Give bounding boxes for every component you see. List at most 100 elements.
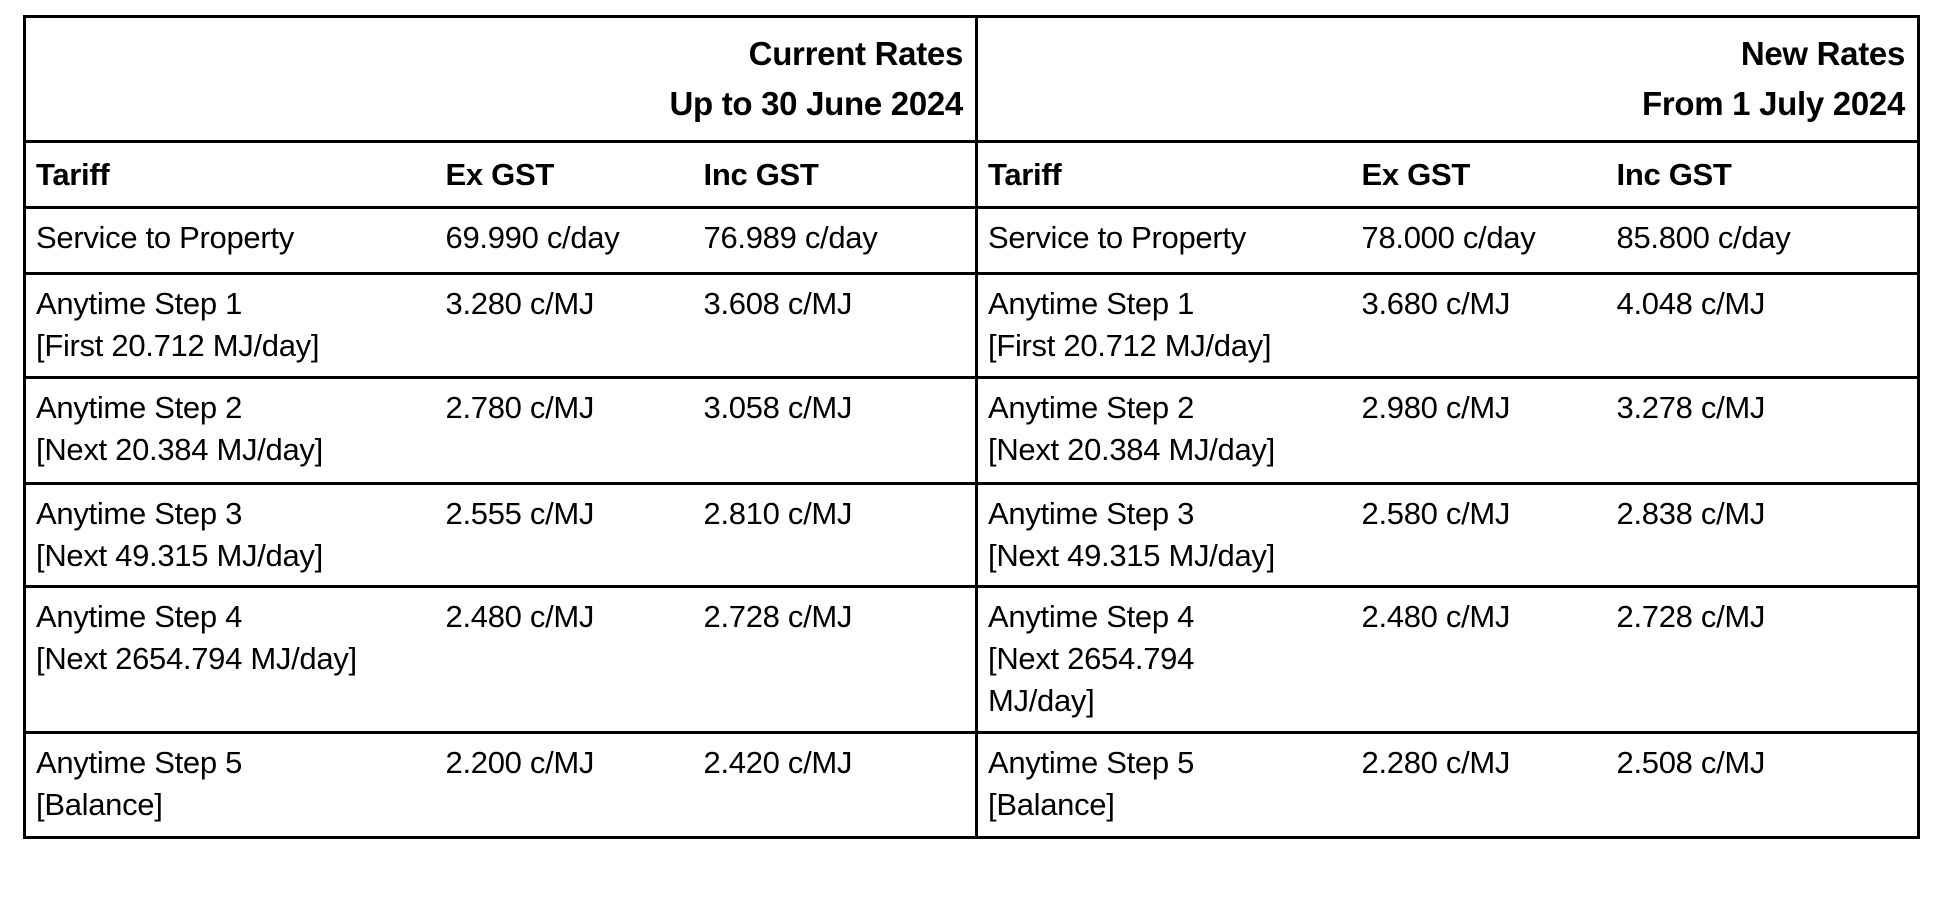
ex-gst-value: 78.000 c/day bbox=[1351, 206, 1607, 275]
tariff-cell: Anytime Step 3 [Next 49.315 MJ/day] bbox=[24, 482, 436, 588]
ex-gst-value: 3.280 c/MJ bbox=[435, 272, 694, 379]
tariff-detail: [Next 49.315 MJ/day] bbox=[36, 538, 323, 573]
table-row-anytime-step-1: Anytime Step 1 [First 20.712 MJ/day] 3.2… bbox=[24, 272, 1919, 379]
tariff-detail: [Balance] bbox=[36, 787, 163, 822]
tariff-name: Anytime Step 3 bbox=[36, 496, 243, 531]
rate-value: 69.990 c/day bbox=[445, 220, 620, 255]
inc-gst-value: 85.800 c/day bbox=[1606, 206, 1919, 275]
tariff-detail: [Next 2654.794 MJ/day] bbox=[36, 641, 357, 676]
column-header-row: Tariff Ex GST Inc GST Tariff Ex GST Inc … bbox=[24, 140, 1919, 209]
tariff-detail: [First 20.712 MJ/day] bbox=[988, 328, 1272, 363]
rate-value: 3.608 c/MJ bbox=[703, 286, 853, 321]
left-tariff-column-header: Tariff bbox=[24, 140, 436, 209]
inc-gst-value: 2.420 c/MJ bbox=[693, 731, 977, 839]
tariff-cell: Anytime Step 1 [First 20.712 MJ/day] bbox=[24, 272, 436, 379]
table-row-anytime-step-2: Anytime Step 2 [Next 20.384 MJ/day] 2.78… bbox=[24, 376, 1919, 485]
tariff-detail: [Next 20.384 MJ/day] bbox=[988, 432, 1275, 467]
tariff-cell: Anytime Step 2 [Next 20.384 MJ/day] bbox=[24, 376, 436, 485]
rate-value: 2.728 c/MJ bbox=[1616, 599, 1766, 634]
rate-value: 2.580 c/MJ bbox=[1361, 496, 1511, 531]
inc-gst-value: 2.508 c/MJ bbox=[1606, 731, 1919, 839]
tariff-cell: Anytime Step 4 [Next 2654.794 MJ/day] bbox=[24, 585, 436, 734]
tariff-cell: Anytime Step 4 [Next 2654.794 MJ/day] bbox=[975, 585, 1352, 734]
rate-value: 2.480 c/MJ bbox=[1361, 599, 1511, 634]
tariff-name: Anytime Step 5 bbox=[36, 745, 243, 780]
ex-gst-value: 2.280 c/MJ bbox=[1351, 731, 1607, 839]
ex-gst-value: 2.200 c/MJ bbox=[435, 731, 694, 839]
rate-value: 2.280 c/MJ bbox=[1361, 745, 1511, 780]
right-ex-gst-column-header: Ex GST bbox=[1351, 140, 1607, 209]
table-row-anytime-step-5: Anytime Step 5 [Balance] 2.200 c/MJ 2.42… bbox=[24, 731, 1919, 839]
rate-value: 78.000 c/day bbox=[1361, 220, 1536, 255]
rate-value: 76.989 c/day bbox=[703, 220, 878, 255]
period-header-row: Current Rates Up to 30 June 2024 New Rat… bbox=[24, 15, 1919, 143]
rate-value: 3.680 c/MJ bbox=[1361, 286, 1511, 321]
tariff-name: Anytime Step 5 bbox=[988, 745, 1195, 780]
tariff-detail: [Next 20.384 MJ/day] bbox=[36, 432, 323, 467]
tariff-detail: [First 20.712 MJ/day] bbox=[36, 328, 320, 363]
tariff-name: Anytime Step 1 bbox=[988, 286, 1195, 321]
ex-gst-value: 69.990 c/day bbox=[435, 206, 694, 275]
tariff-name: Anytime Step 3 bbox=[988, 496, 1195, 531]
rate-value: 2.728 c/MJ bbox=[703, 599, 853, 634]
rate-value: 2.838 c/MJ bbox=[1616, 496, 1766, 531]
ex-gst-value: 2.980 c/MJ bbox=[1351, 376, 1607, 485]
ex-gst-value: 2.580 c/MJ bbox=[1351, 482, 1607, 588]
tariff-name: Anytime Step 2 bbox=[36, 390, 243, 425]
ex-gst-value: 2.480 c/MJ bbox=[1351, 585, 1607, 734]
ex-gst-value: 3.680 c/MJ bbox=[1351, 272, 1607, 379]
rate-value: 3.278 c/MJ bbox=[1616, 390, 1766, 425]
current-rates-title: Current Rates bbox=[748, 35, 964, 72]
current-rates-header: Current Rates Up to 30 June 2024 bbox=[24, 15, 977, 143]
new-rates-header: New Rates From 1 July 2024 bbox=[974, 15, 1919, 143]
tariff-detail: [Next 49.315 MJ/day] bbox=[988, 538, 1275, 573]
tariff-name: Service to Property bbox=[36, 220, 294, 255]
gas-tariff-rates-table: Current Rates Up to 30 June 2024 New Rat… bbox=[23, 15, 1921, 839]
new-rates-period: From 1 July 2024 bbox=[1642, 85, 1906, 122]
inc-gst-value: 3.278 c/MJ bbox=[1606, 376, 1919, 485]
tariff-cell: Service to Property bbox=[975, 206, 1352, 275]
inc-gst-value: 3.058 c/MJ bbox=[693, 376, 977, 485]
rate-value: 2.480 c/MJ bbox=[445, 599, 595, 634]
inc-gst-value: 3.608 c/MJ bbox=[693, 272, 977, 379]
tariff-cell: Anytime Step 1 [First 20.712 MJ/day] bbox=[975, 272, 1352, 379]
table-row-service-to-property: Service to Property 69.990 c/day 76.989 … bbox=[24, 206, 1919, 275]
tariff-name: Anytime Step 2 bbox=[988, 390, 1195, 425]
rate-value: 3.280 c/MJ bbox=[445, 286, 595, 321]
rate-value: 2.980 c/MJ bbox=[1361, 390, 1511, 425]
tariff-name: Anytime Step 4 bbox=[988, 599, 1195, 634]
right-tariff-column-header: Tariff bbox=[975, 140, 1352, 209]
rate-value: 2.810 c/MJ bbox=[703, 496, 853, 531]
rate-value: 3.058 c/MJ bbox=[703, 390, 853, 425]
left-inc-gst-column-header: Inc GST bbox=[693, 140, 977, 209]
inc-gst-value: 4.048 c/MJ bbox=[1606, 272, 1919, 379]
inc-gst-value: 2.728 c/MJ bbox=[693, 585, 977, 734]
tariff-cell: Anytime Step 5 [Balance] bbox=[975, 731, 1352, 839]
inc-gst-value: 2.810 c/MJ bbox=[693, 482, 977, 588]
tariff-name: Anytime Step 1 bbox=[36, 286, 243, 321]
rate-value: 85.800 c/day bbox=[1616, 220, 1791, 255]
current-rates-period: Up to 30 June 2024 bbox=[669, 85, 963, 122]
tariff-cell: Anytime Step 5 [Balance] bbox=[24, 731, 436, 839]
rate-value: 2.555 c/MJ bbox=[445, 496, 595, 531]
inc-gst-value: 76.989 c/day bbox=[693, 206, 977, 275]
ex-gst-value: 2.780 c/MJ bbox=[435, 376, 694, 485]
rate-value: 4.048 c/MJ bbox=[1616, 286, 1766, 321]
tariff-detail: [Balance] bbox=[988, 787, 1115, 822]
tariff-cell: Service to Property bbox=[24, 206, 436, 275]
right-inc-gst-column-header: Inc GST bbox=[1606, 140, 1919, 209]
rate-value: 2.420 c/MJ bbox=[703, 745, 853, 780]
ex-gst-value: 2.480 c/MJ bbox=[435, 585, 694, 734]
tariff-detail: [Next 2654.794 bbox=[988, 641, 1195, 676]
left-ex-gst-column-header: Ex GST bbox=[435, 140, 694, 209]
rate-value: 2.200 c/MJ bbox=[445, 745, 595, 780]
table-row-anytime-step-3: Anytime Step 3 [Next 49.315 MJ/day] 2.55… bbox=[24, 482, 1919, 588]
tariff-detail-continued: MJ/day] bbox=[988, 683, 1095, 718]
tariff-name: Anytime Step 4 bbox=[36, 599, 243, 634]
rate-value: 2.780 c/MJ bbox=[445, 390, 595, 425]
table-row-anytime-step-4: Anytime Step 4 [Next 2654.794 MJ/day] 2.… bbox=[24, 585, 1919, 734]
inc-gst-value: 2.838 c/MJ bbox=[1606, 482, 1919, 588]
rate-value: 2.508 c/MJ bbox=[1616, 745, 1766, 780]
new-rates-title: New Rates bbox=[1740, 35, 1906, 72]
tariff-cell: Anytime Step 3 [Next 49.315 MJ/day] bbox=[975, 482, 1352, 588]
